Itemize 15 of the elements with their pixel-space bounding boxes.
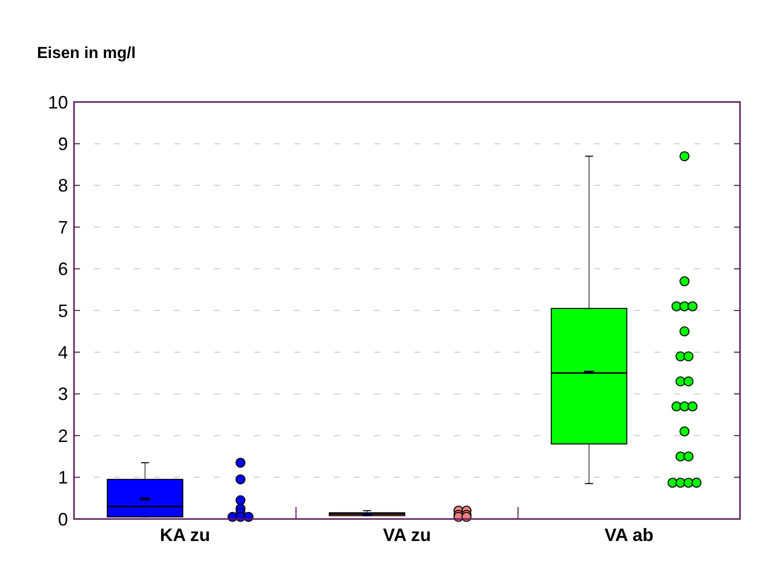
x-tick-label: VA ab — [604, 525, 654, 545]
y-tick-label: 3 — [58, 384, 68, 404]
x-tick-label: VA zu — [383, 525, 431, 545]
y-tick-label: 9 — [58, 134, 68, 154]
y-tick-label: 5 — [58, 300, 68, 321]
chart-title: Eisen in mg/l — [37, 45, 136, 62]
y-tick-label: 10 — [48, 92, 68, 112]
y-tick-label: 8 — [58, 176, 68, 196]
y-tick-label: 6 — [58, 259, 68, 280]
y-tick-label: 0 — [58, 509, 68, 530]
y-tick-label: 2 — [58, 426, 68, 446]
y-tick-label: 4 — [58, 342, 68, 362]
y-tick-label: 1 — [58, 468, 68, 488]
y-tick-label: 7 — [58, 217, 68, 238]
x-tick-label: KA zu — [160, 525, 210, 545]
